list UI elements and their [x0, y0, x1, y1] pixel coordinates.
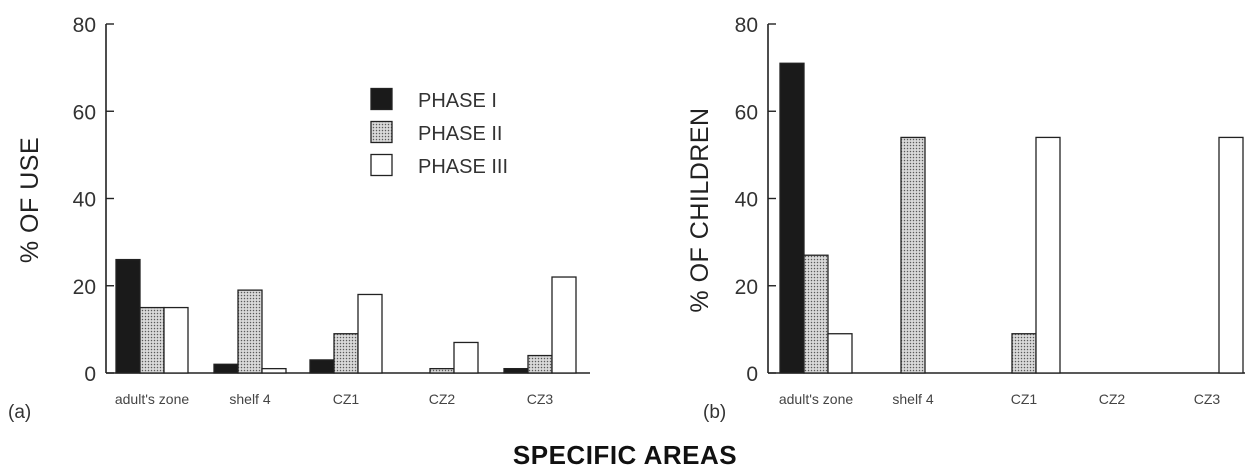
bar-phase-iii [551, 276, 577, 374]
bar-phase-ii [1011, 333, 1037, 374]
bar-phase-iii [163, 306, 189, 374]
bar-phase-iii [1218, 136, 1244, 374]
y-tick-label: 40 [735, 189, 758, 212]
bar-phase-ii [900, 136, 926, 374]
y-tick-label: 60 [735, 101, 758, 124]
x-tick-label: adult's zone [115, 391, 189, 407]
x-tick-label: CZ3 [1194, 391, 1221, 407]
y-tick-label: 60 [73, 101, 96, 124]
bar-phase-ii [237, 289, 263, 374]
y-tick-label: 80 [73, 14, 96, 37]
legend: PHASE I PHASE II PHASE III [370, 87, 508, 178]
x-tick-label: shelf 4 [892, 391, 933, 407]
bar-phase-i [779, 62, 805, 374]
bar-phase-iii [261, 367, 287, 374]
y-tick-label: 80 [735, 14, 758, 37]
bar-phase-ii [527, 354, 553, 374]
x-tick-label: CZ3 [527, 391, 554, 407]
x-tick-label: CZ1 [333, 391, 360, 407]
x-tick-label: CZ2 [1099, 391, 1126, 407]
legend-label-phase-iii: PHASE III [418, 156, 508, 178]
bar-phase-i [115, 258, 141, 374]
panel-label: (b) [703, 402, 726, 423]
bar-phase-i [503, 367, 529, 374]
bar-phase-ii [429, 367, 455, 374]
panel-label: (a) [8, 402, 31, 423]
x-tick-label: adult's zone [779, 391, 853, 407]
legend-swatch-phase-i [370, 87, 393, 111]
legend-label-phase-ii: PHASE II [418, 123, 502, 145]
x-tick-label: CZ1 [1011, 391, 1038, 407]
y-tick-label: 0 [746, 363, 758, 386]
legend-swatch-phase-ii [370, 120, 393, 144]
y-axis-title: % OF USE [16, 137, 44, 263]
shared-x-axis-title: SPECIFIC AREAS [512, 440, 738, 470]
y-tick-label: 20 [735, 276, 758, 299]
x-tick-label: CZ2 [429, 391, 456, 407]
bar-phase-iii [1035, 136, 1061, 374]
bar-phase-ii [139, 306, 165, 374]
y-tick-label: 20 [73, 276, 96, 299]
legend-swatch-phase-iii [370, 153, 393, 177]
x-tick-label: shelf 4 [229, 391, 270, 407]
chart-panel-a: 0 20 40 60 80 % OF USE (a) adult's zone shelf 4 C… [8, 14, 590, 423]
bar-phase-iii [453, 341, 479, 374]
bar-phase-ii [333, 333, 359, 374]
bar-phase-i [213, 363, 239, 374]
y-tick-label: 0 [84, 363, 96, 386]
legend-label-phase-i: PHASE I [418, 90, 497, 112]
y-axis-title: % OF CHILDREN [686, 107, 714, 312]
bar-phase-ii [803, 254, 829, 374]
y-tick-label: 40 [73, 189, 96, 212]
bar-phase-i [309, 359, 335, 374]
bar-phase-iii [357, 293, 383, 374]
bar-phase-iii [827, 333, 853, 374]
chart-panel-b: 0 20 40 60 80 % OF CHILDREN (b) adult's zone she… [686, 14, 1245, 423]
